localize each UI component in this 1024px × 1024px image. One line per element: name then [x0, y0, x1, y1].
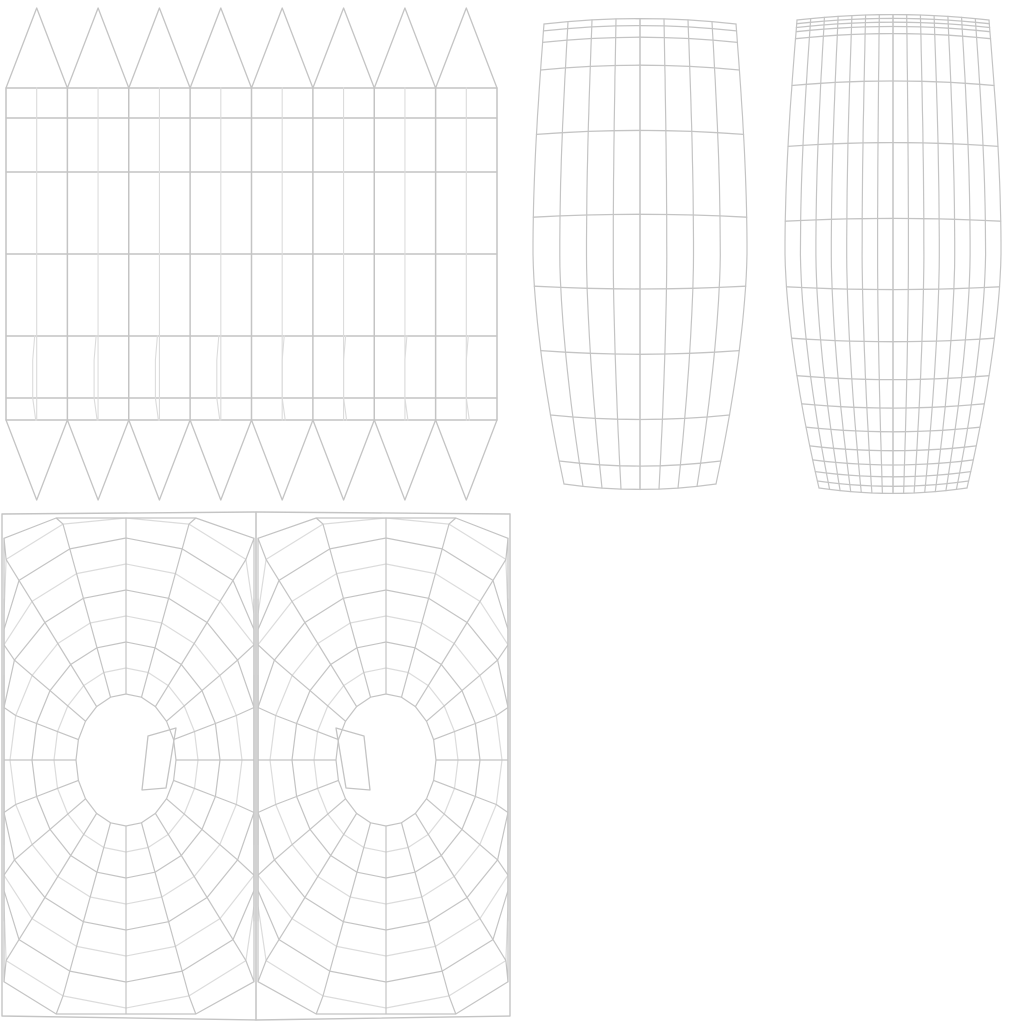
- strip-seam-edge: [281, 335, 286, 421]
- tall-right-column-edge: [924, 15, 940, 493]
- strip-seam-edge: [32, 335, 37, 421]
- tall-right-column-edge: [784, 19, 820, 489]
- face-spoke-edge: [257, 537, 358, 708]
- face-spoke-edge: [433, 779, 509, 846]
- face-spoke-edge: [425, 798, 509, 922]
- tall-right-column-edge: [861, 14, 873, 494]
- tall-right-column-edge: [830, 15, 852, 493]
- face-spoke-edge: [3, 598, 87, 722]
- face-spoke-edge: [3, 798, 87, 922]
- face-spoke-edge: [257, 598, 347, 722]
- face-spoke-edge: [425, 598, 509, 722]
- strip-bottom-fan-triangle: [434, 419, 498, 501]
- strip-seam-edge: [343, 335, 348, 421]
- tall-right-column-edge: [955, 18, 987, 490]
- strip-top-fan-triangle: [250, 7, 314, 89]
- tall-right-column-edge: [934, 15, 956, 493]
- tapered-body-island-left: [532, 17, 748, 491]
- face-spoke-edge: [154, 537, 255, 708]
- face-spoke-edge: [140, 822, 197, 1015]
- face-spoke-edge: [257, 798, 347, 922]
- face-spoke-edge: [400, 517, 457, 698]
- face-spoke-edge: [315, 822, 372, 1015]
- face-spoke-edge: [433, 674, 509, 741]
- strip-top-fan-triangle: [5, 7, 69, 89]
- tall-left-column-edge: [585, 19, 603, 489]
- face-spoke-edge: [3, 674, 80, 741]
- strip-bottom-fan-triangle: [189, 419, 253, 501]
- strip-seam-edge: [404, 335, 409, 421]
- strip-bottom-fan-triangle: [66, 419, 130, 501]
- mirrored-face-island: [1, 511, 511, 1021]
- face-spoke-edge: [55, 517, 112, 698]
- strip-top-fan-triangle: [189, 7, 253, 89]
- strip-top-fan-triangle: [66, 7, 130, 89]
- strip-top-fan-triangle: [312, 7, 375, 89]
- tall-right-column-edge: [966, 19, 1002, 489]
- face-spoke-edge: [414, 537, 509, 708]
- strip-top-fan-triangle: [434, 7, 498, 89]
- strip-top-fan-triangle: [128, 7, 191, 89]
- tall-left-column-edge: [559, 21, 584, 487]
- tall-left-column-edge: [696, 21, 721, 487]
- strip-bottom-fan-triangle: [373, 419, 437, 501]
- face-spoke-edge: [165, 798, 255, 922]
- strip-seam-edge: [465, 335, 470, 421]
- face-spoke-edge: [154, 812, 255, 983]
- face-spoke-edge: [257, 779, 339, 846]
- cylinder-strip-island: [5, 7, 498, 501]
- face-spoke-edge: [55, 822, 112, 1015]
- tall-right-column-edge: [945, 16, 971, 492]
- face-spoke-edge: [165, 598, 255, 722]
- face-spoke-edge: [400, 822, 457, 1015]
- strip-bottom-fan-triangle: [250, 419, 314, 501]
- strip-bottom-fan-triangle: [312, 419, 375, 501]
- face-spoke-edge: [173, 674, 255, 741]
- tall-left-column-edge: [532, 23, 565, 485]
- face-eye-slit: [335, 727, 371, 791]
- tapered-body-island-right: [784, 13, 1002, 495]
- face-spoke-edge: [257, 674, 339, 741]
- strip-bottom-fan-triangle: [5, 419, 69, 501]
- strip-seam-edge: [216, 335, 221, 421]
- strip-top-fan-triangle: [373, 7, 437, 89]
- strip-bottom-fan-triangle: [128, 419, 191, 501]
- face-spoke-edge: [3, 812, 98, 983]
- tall-left-column-edge: [658, 18, 668, 490]
- tall-right-column-edge: [846, 15, 862, 493]
- tall-right-column-edge: [799, 18, 831, 490]
- face-spoke-edge: [3, 537, 98, 708]
- face-spoke-edge: [140, 517, 197, 698]
- tall-left-column-edge: [715, 23, 748, 485]
- tall-left-column-edge: [677, 19, 695, 489]
- face-spoke-edge: [257, 812, 358, 983]
- tall-left-column-edge: [612, 18, 622, 490]
- face-spoke-edge: [173, 779, 255, 846]
- face-spoke-edge: [414, 812, 509, 983]
- tall-right-column-edge: [876, 14, 884, 494]
- tall-right-column-edge: [913, 14, 925, 494]
- strip-seam-edge: [93, 335, 98, 421]
- face-spoke-edge: [3, 779, 80, 846]
- face-spoke-edge: [315, 517, 372, 698]
- tall-right-column-edge: [902, 14, 910, 494]
- face-eye-slit: [141, 727, 177, 791]
- strip-seam-edge: [154, 335, 159, 421]
- tall-right-column-edge: [815, 16, 841, 492]
